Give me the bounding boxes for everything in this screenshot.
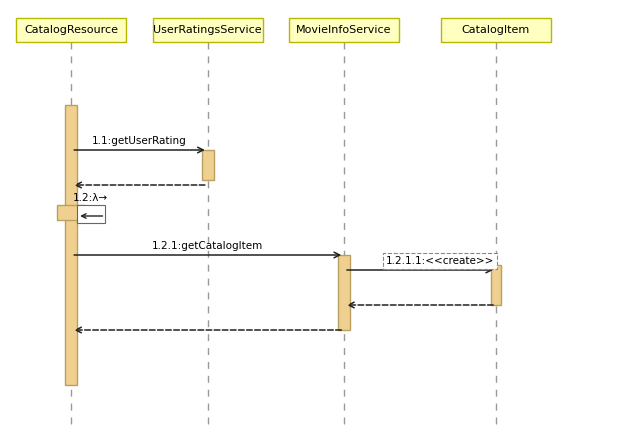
Bar (491, 265, 501, 305)
Bar (65, 105, 78, 385)
Text: CatalogResource: CatalogResource (24, 25, 118, 35)
Bar (441, 18, 551, 42)
Bar (202, 150, 214, 180)
Bar (78, 205, 105, 223)
Text: 1.2.1:getCatalogItem: 1.2.1:getCatalogItem (152, 241, 264, 251)
Text: UserRatingsService: UserRatingsService (153, 25, 262, 35)
Text: 1.2:λ→: 1.2:λ→ (73, 193, 108, 203)
Bar (16, 18, 126, 42)
Bar (338, 255, 350, 330)
Bar (153, 18, 263, 42)
Text: 1.2.1.1:<<create>>: 1.2.1.1:<<create>> (386, 256, 494, 266)
Text: MovieInfoService: MovieInfoService (296, 25, 392, 35)
Text: CatalogItem: CatalogItem (462, 25, 530, 35)
Bar (289, 18, 399, 42)
Text: 1.1:getUserRating: 1.1:getUserRating (92, 136, 187, 146)
Bar (57, 205, 86, 220)
